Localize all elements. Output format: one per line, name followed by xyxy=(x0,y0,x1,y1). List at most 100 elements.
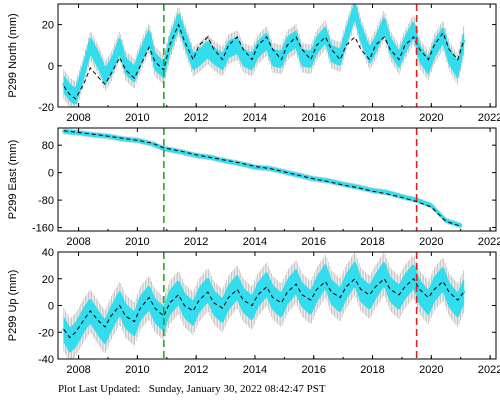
observation-point xyxy=(329,51,333,56)
observation-point xyxy=(268,166,272,171)
observation-point xyxy=(197,55,201,60)
observation-point xyxy=(429,203,433,208)
observation-point xyxy=(353,271,357,275)
x-tick-label: 2016 xyxy=(302,364,326,376)
observation-point xyxy=(74,95,78,99)
observation-point xyxy=(444,219,448,223)
observation-point xyxy=(459,223,463,228)
observation-point xyxy=(176,18,181,23)
observation-point xyxy=(456,68,460,72)
observation-point xyxy=(206,47,210,51)
observation-point xyxy=(206,287,210,292)
x-tick-label: 2012 xyxy=(184,112,208,124)
x-tick-label: 2022 xyxy=(478,112,500,124)
footer-label: Plot Last Updated: xyxy=(58,383,141,395)
model-line-north xyxy=(63,23,465,100)
plot-area-up xyxy=(62,252,466,359)
observation-point xyxy=(212,53,216,58)
y-axis-label-north: P299 North (mm) xyxy=(7,13,19,97)
panel-frame-north xyxy=(57,3,497,108)
observation-point xyxy=(147,35,151,39)
observation-point xyxy=(256,47,260,51)
observation-point xyxy=(97,60,101,64)
x-tick-label: 2008 xyxy=(66,112,90,124)
x-tick-label: 2008 xyxy=(66,236,90,248)
y-axis-label-up: P299 Up (mm) xyxy=(7,270,19,342)
observation-point xyxy=(388,43,392,47)
observation-point xyxy=(241,55,245,60)
y-tick-label: 40 xyxy=(42,247,54,259)
observation-point xyxy=(153,309,157,313)
observation-point xyxy=(235,43,239,47)
x-tick-label: 2018 xyxy=(360,364,384,376)
observation-point xyxy=(191,311,195,316)
observation-point xyxy=(426,301,430,305)
observation-point xyxy=(323,274,328,278)
x-tick-label: 2008 xyxy=(66,364,90,376)
observation-point xyxy=(74,333,78,337)
x-tick-label: 2018 xyxy=(360,236,384,248)
observation-point xyxy=(397,295,401,300)
observation-point xyxy=(341,182,345,186)
observation-point xyxy=(132,72,137,76)
observation-band-east xyxy=(63,129,462,228)
observation-point xyxy=(294,279,298,284)
observation-point xyxy=(124,314,128,318)
observation-point xyxy=(447,53,451,58)
y-axis-label-east: P299 East (mm) xyxy=(7,140,19,219)
x-tick-label: 2014 xyxy=(243,236,267,248)
observation-point xyxy=(221,309,225,313)
observation-point xyxy=(412,274,416,278)
observation-point xyxy=(353,8,357,12)
observation-point xyxy=(441,277,445,281)
x-tick-label: 2020 xyxy=(419,112,443,124)
observation-point xyxy=(412,27,416,31)
panel-up: 2008 2010 2012 2014 2016 2018 2020 2022 -40 -20 0 2… xyxy=(7,247,500,376)
observation-point xyxy=(367,53,372,58)
footer-timestamp: Sunday, January 30, 2022 08:42:47 PST xyxy=(148,383,326,395)
x-tick-label: 2022 xyxy=(478,364,500,376)
observation-point xyxy=(426,64,430,68)
observation-point xyxy=(279,303,284,308)
y-tick-label: 80 xyxy=(42,140,54,152)
x-tick-label: 2020 xyxy=(419,236,443,248)
y-tick-label: 0 xyxy=(48,168,54,180)
x-tick-label: 2020 xyxy=(419,364,443,376)
observation-point xyxy=(367,295,372,300)
y-tick-label: 20 xyxy=(42,20,54,32)
observation-point xyxy=(250,60,254,64)
observation-point xyxy=(82,66,87,70)
observation-point xyxy=(103,330,107,334)
observation-band-north xyxy=(63,4,465,105)
observation-point xyxy=(253,165,257,169)
y-tick-label: -40 xyxy=(38,354,54,366)
observation-point xyxy=(176,290,181,294)
observation-point xyxy=(462,39,466,43)
x-tick-label: 2016 xyxy=(302,112,326,124)
observation-point xyxy=(68,338,72,342)
observation-point xyxy=(359,31,363,35)
x-tick-label: 2010 xyxy=(125,364,149,376)
observation-point xyxy=(103,74,107,78)
x-tick-label: 2012 xyxy=(184,236,208,248)
panel-frame-east xyxy=(57,127,497,232)
observation-point xyxy=(265,39,269,43)
observation-point xyxy=(135,138,139,142)
observation-point xyxy=(338,298,342,302)
observation-point xyxy=(356,185,360,189)
x-tick-label: 2010 xyxy=(125,112,149,124)
y-tick-label: 20 xyxy=(42,274,54,286)
observation-point xyxy=(323,33,328,37)
footer: Plot Last Updated: Sunday, January 30, 2… xyxy=(58,383,326,395)
observation-point xyxy=(382,23,386,27)
panel-north: 2008 2010 2012 2014 2016 2018 2020 2022 -20 0 20 P2… xyxy=(7,3,500,124)
observation-point xyxy=(138,55,142,60)
y-tick-label: -20 xyxy=(38,327,54,339)
observation-point xyxy=(62,82,66,86)
observation-point xyxy=(109,66,113,70)
x-tick-label: 2016 xyxy=(302,236,326,248)
y-tick-label: 0 xyxy=(48,61,54,73)
observation-point xyxy=(191,60,195,64)
x-tick-label: 2014 xyxy=(243,364,267,376)
